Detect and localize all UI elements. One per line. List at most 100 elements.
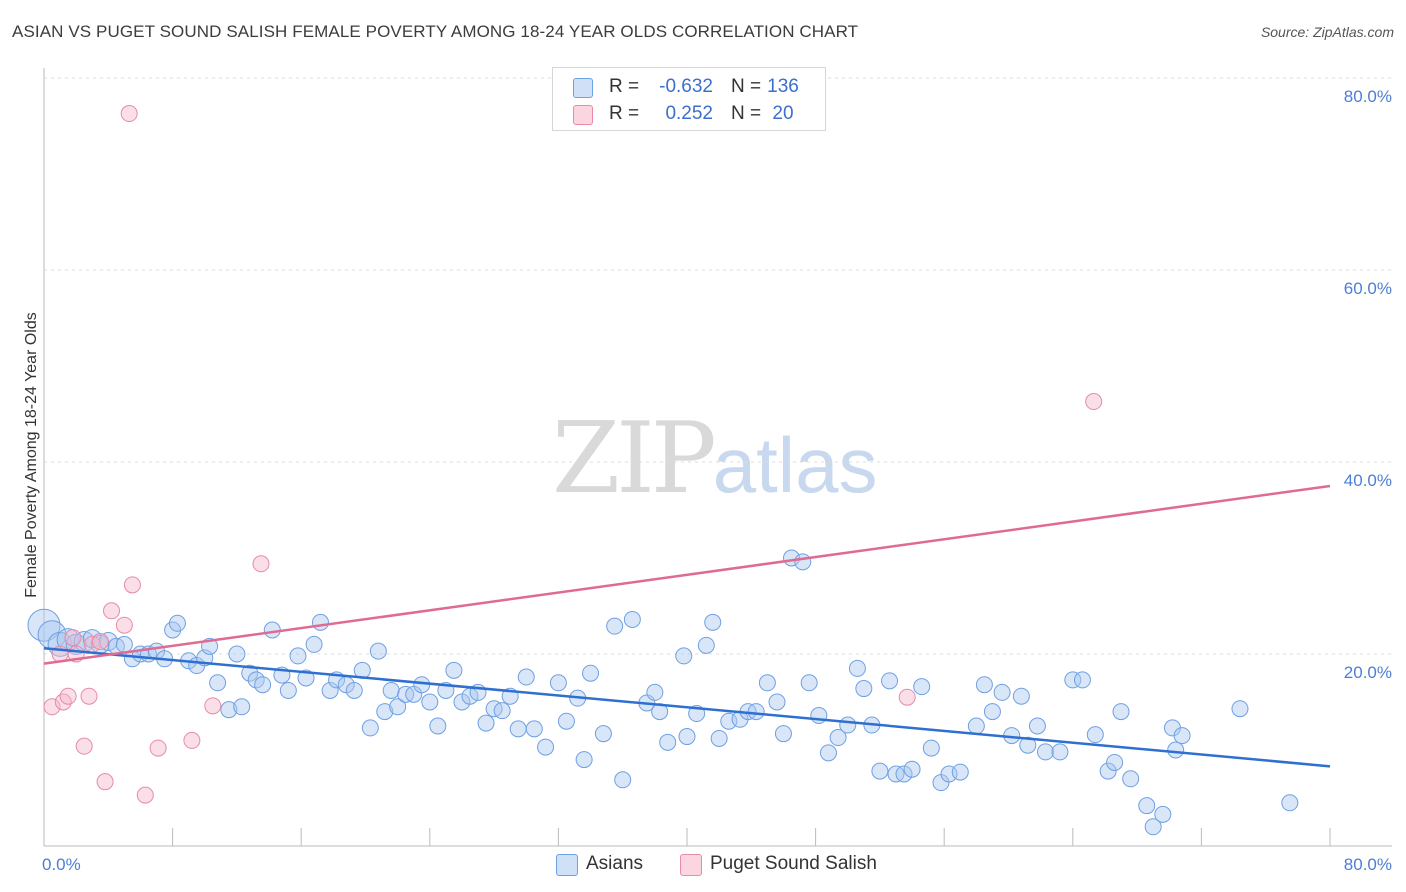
data-point <box>758 674 776 692</box>
data-point <box>525 720 543 738</box>
data-point <box>983 703 1001 721</box>
data-point <box>768 693 786 711</box>
data-point <box>913 678 931 696</box>
legend-r-value: 0.252 <box>665 103 713 124</box>
data-point <box>96 773 114 791</box>
trend-line-asians <box>43 646 1331 768</box>
data-point <box>103 602 121 620</box>
series-legend-swatch-salish <box>680 854 702 876</box>
data-point <box>183 731 201 749</box>
data-point <box>204 697 222 715</box>
data-point <box>848 659 866 677</box>
data-point <box>1138 797 1156 815</box>
watermark: ZIPatlas <box>552 402 878 516</box>
legend-r-label: R = <box>609 103 640 124</box>
data-point <box>829 729 847 747</box>
data-point <box>75 737 93 755</box>
data-point <box>91 633 109 651</box>
legend-r-label: R = <box>609 76 640 97</box>
data-point <box>678 728 696 746</box>
data-point <box>1167 741 1185 759</box>
data-point <box>209 674 227 692</box>
tick-labels: 20.0% 40.0% 60.0% 80.0% 0.0% 80.0% <box>42 87 1392 874</box>
data-point <box>675 647 693 665</box>
data-point <box>305 635 323 653</box>
data-point <box>922 739 940 757</box>
data-point <box>228 645 246 663</box>
data-point <box>614 771 632 789</box>
legend-swatch-asians <box>573 78 593 98</box>
data-point <box>382 681 400 699</box>
data-point <box>136 786 154 804</box>
data-point <box>582 664 600 682</box>
data-point <box>1106 753 1124 771</box>
data-point <box>297 669 315 687</box>
data-point <box>493 702 511 720</box>
data-point <box>1099 762 1117 780</box>
data-point <box>747 703 765 721</box>
data-point <box>376 703 394 721</box>
legend-n-label: N = <box>731 76 762 97</box>
legend-n-label: N = <box>731 103 762 124</box>
data-point <box>1281 794 1299 812</box>
data-point <box>1086 726 1104 744</box>
data-point <box>697 636 715 654</box>
data-point <box>115 635 133 653</box>
trend-layer <box>43 484 1331 768</box>
data-point <box>549 674 567 692</box>
data-point <box>43 698 61 716</box>
data-point <box>881 672 899 690</box>
x-tick-label-min: 0.0% <box>42 855 81 874</box>
data-point <box>311 613 329 631</box>
data-point <box>575 751 593 769</box>
data-point <box>967 717 985 735</box>
data-point <box>241 664 259 682</box>
data-point <box>220 701 238 719</box>
data-point <box>871 762 889 780</box>
data-point <box>1231 700 1249 718</box>
data-point <box>1036 743 1054 761</box>
data-point <box>168 614 186 632</box>
data-point <box>895 765 913 783</box>
data-point <box>64 629 82 647</box>
data-point <box>557 712 575 730</box>
data-point <box>993 683 1011 701</box>
data-point <box>855 680 873 698</box>
data-point <box>594 725 612 743</box>
data-point <box>774 725 792 743</box>
data-point <box>59 687 77 705</box>
data-point <box>537 738 555 756</box>
data-point <box>115 616 133 634</box>
series-layer <box>27 105 1299 836</box>
series-legend: Asians Puget Sound Salish <box>0 851 1406 879</box>
chart-title: ASIAN VS PUGET SOUND SALISH FEMALE POVER… <box>12 22 859 41</box>
data-point <box>289 647 307 665</box>
data-point <box>819 744 837 762</box>
y-tick-label: 80.0% <box>1344 87 1392 106</box>
data-point <box>413 676 431 694</box>
y-tick-label: 40.0% <box>1344 471 1392 490</box>
data-point <box>477 714 495 732</box>
data-point <box>1112 703 1130 721</box>
data-point <box>123 576 141 594</box>
data-point <box>80 687 98 705</box>
data-point <box>1019 736 1037 754</box>
data-point <box>361 719 379 737</box>
data-point <box>646 683 664 701</box>
data-point <box>1064 671 1082 689</box>
data-point <box>659 733 677 751</box>
data-point <box>1173 727 1191 745</box>
legend-row-asians: R = -0.632 N = 136 <box>553 74 825 100</box>
data-point <box>233 698 251 716</box>
y-tick-label: 20.0% <box>1344 663 1392 682</box>
legend-n-value: 20 <box>772 103 794 124</box>
data-point <box>1122 770 1140 788</box>
series-legend-swatch-asians <box>556 854 578 876</box>
data-point <box>509 720 527 738</box>
series-asians <box>27 549 1299 836</box>
data-point <box>800 674 818 692</box>
data-point <box>429 717 447 735</box>
data-point <box>1073 671 1091 689</box>
data-point <box>149 739 167 757</box>
data-point <box>1028 717 1046 735</box>
